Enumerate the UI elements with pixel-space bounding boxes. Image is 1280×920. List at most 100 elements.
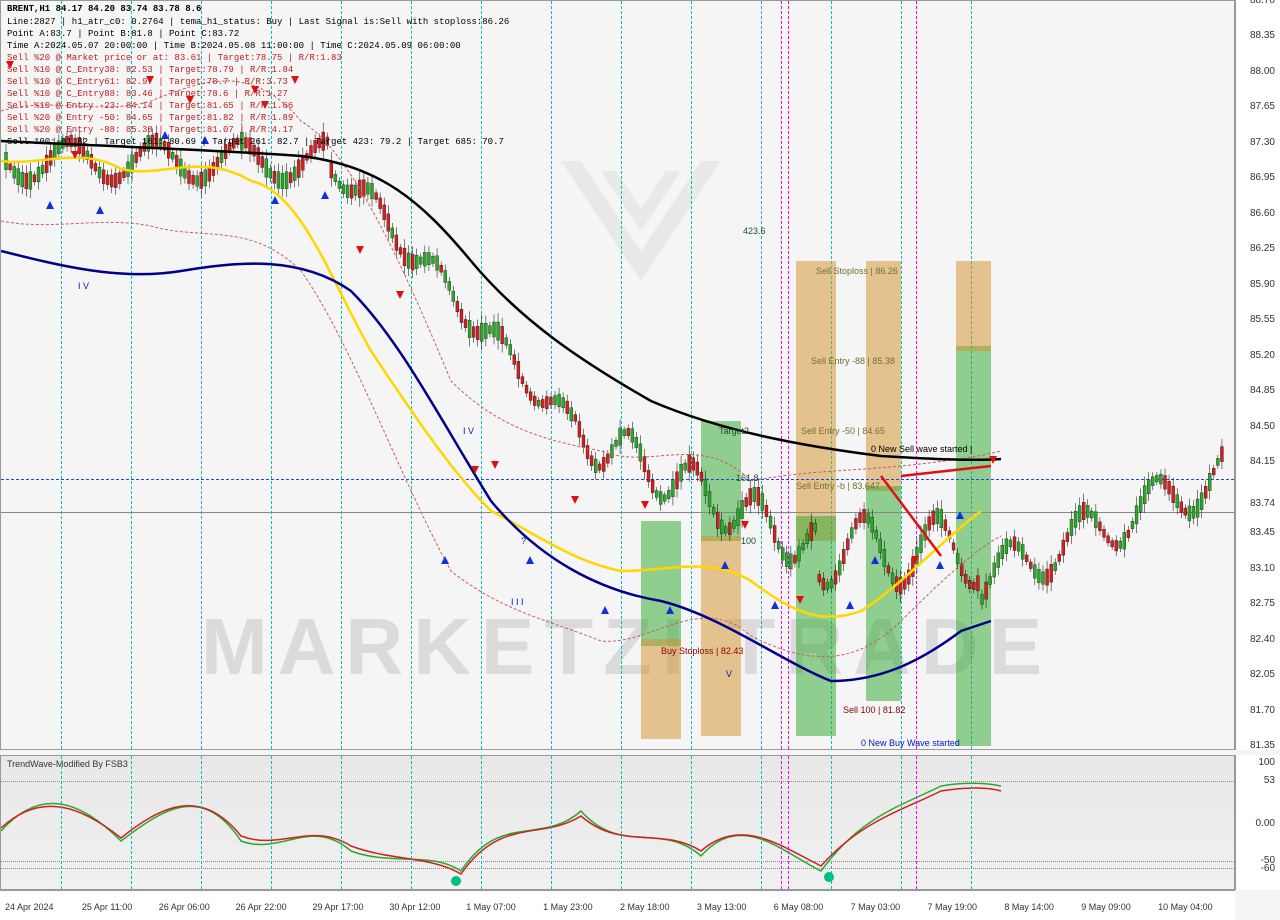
arrow-up-icon	[846, 601, 854, 609]
y-tick-sub: -60	[1261, 863, 1275, 874]
vline-cyan	[551, 756, 552, 889]
chart-annotation: I V	[463, 426, 474, 436]
x-tick: 10 May 04:00	[1158, 902, 1213, 912]
arrow-down-icon	[989, 456, 997, 464]
y-tick: 87.65	[1250, 101, 1275, 112]
arrow-down-icon	[291, 76, 299, 84]
chart-annotation: I V	[78, 281, 89, 291]
y-tick: 85.90	[1250, 279, 1275, 290]
vline-cyan	[411, 756, 412, 889]
arrow-down-icon	[911, 556, 919, 564]
y-tick: 88.35	[1250, 30, 1275, 41]
last-price-line	[1, 512, 1234, 513]
vline-cyan	[901, 1, 902, 749]
zone-rect-green	[641, 521, 681, 646]
vline-cyan	[201, 756, 202, 889]
x-tick: 2 May 18:00	[620, 902, 670, 912]
oscillator-chart[interactable]: TrendWave-Modified By FSB3	[0, 755, 1235, 890]
header-line: Sell %20 @ Entry -50: 84.65 | Target:81.…	[7, 113, 293, 123]
arrow-up-icon	[271, 196, 279, 204]
y-tick: 83.74	[1250, 498, 1275, 509]
header-line: Line:2827 | h1_atr_c0: 0.2764 | tema_h1_…	[7, 17, 509, 27]
vline-cyan	[691, 1, 692, 749]
y-axis-sub: 100530.00-50-60	[1235, 755, 1280, 890]
osc-line-m50	[1, 861, 1234, 862]
arrow-up-icon	[96, 206, 104, 214]
arrow-up-icon	[871, 556, 879, 564]
arrow-down-icon	[796, 596, 804, 604]
current-price-line	[1, 479, 1234, 480]
symbol-header: BRENT,H1 84.17 84.20 83.74 83.78 8.6	[7, 4, 201, 14]
x-tick: 26 Apr 06:00	[159, 902, 210, 912]
y-tick: 84.15	[1250, 456, 1275, 467]
y-tick-sub: 0.00	[1256, 818, 1275, 829]
arrow-down-icon	[356, 246, 364, 254]
vline-magenta	[788, 1, 789, 749]
vline-cyan	[831, 756, 832, 889]
x-tick: 30 Apr 12:00	[389, 902, 440, 912]
x-tick: 8 May 14:00	[1004, 902, 1054, 912]
y-tick: 86.60	[1250, 208, 1275, 219]
vline-cyan	[411, 1, 412, 749]
y-tick: 86.25	[1250, 243, 1275, 254]
chart-annotation: 161.8	[736, 473, 759, 483]
oscillator-svg	[1, 756, 1231, 891]
chart-annotation: 423.6	[743, 226, 766, 236]
y-tick-sub: 100	[1258, 757, 1275, 768]
y-tick: 82.40	[1250, 634, 1275, 645]
oscillator-dot	[824, 872, 834, 882]
arrow-up-icon	[956, 511, 964, 519]
chart-annotation: Sell Stoploss | 86.26	[816, 266, 898, 276]
vline-cyan	[61, 756, 62, 889]
x-tick: 26 Apr 22:00	[236, 902, 287, 912]
vline-cyan	[901, 756, 902, 889]
chart-annotation: Sell Entry -b | 83.647	[796, 481, 880, 491]
zone-rect-green	[701, 421, 741, 541]
vline-cyan	[551, 1, 552, 749]
y-tick: 82.75	[1250, 598, 1275, 609]
vline-cyan	[761, 756, 762, 889]
main-price-chart[interactable]: MARKETZI TRADE 84.07 83.74	[0, 0, 1235, 750]
chart-annotation: Sell Entry -50 | 84.65	[801, 426, 885, 436]
header-line: Sell %10 @ Entry -23: 84.14 | Target:81.…	[7, 101, 293, 111]
x-tick: 9 May 09:00	[1081, 902, 1131, 912]
arrow-up-icon	[666, 606, 674, 614]
zone-rect-green	[866, 486, 901, 701]
x-tick: 3 May 13:00	[697, 902, 747, 912]
vline-cyan	[481, 756, 482, 889]
arrow-up-icon	[601, 606, 609, 614]
vline-magenta	[781, 1, 782, 749]
header-line: Sell %20 @ Entry -88: 85.38 | Target:81.…	[7, 125, 293, 135]
vline-magenta	[781, 756, 782, 889]
arrow-down-icon	[571, 496, 579, 504]
header-line: Sell %10 @ C_Entry61: 82.97 | Target:78.…	[7, 77, 288, 87]
zone-rect-green	[956, 346, 991, 746]
arrow-up-icon	[526, 556, 534, 564]
y-tick: 82.05	[1250, 669, 1275, 680]
chart-annotation: Target2	[719, 426, 749, 436]
vline-cyan	[621, 1, 622, 749]
arrow-down-icon	[641, 501, 649, 509]
y-tick: 81.70	[1250, 705, 1275, 716]
vline-cyan	[271, 756, 272, 889]
chart-annotation: ?	[521, 536, 526, 546]
vline-cyan	[341, 756, 342, 889]
vline-cyan	[621, 756, 622, 889]
y-tick: 85.55	[1250, 314, 1275, 325]
watermark-text: MARKETZI TRADE	[201, 601, 1052, 693]
y-tick: 83.45	[1250, 527, 1275, 538]
zone-rect-green	[796, 516, 836, 736]
zone-rect-orange	[956, 261, 991, 351]
y-tick: 81.35	[1250, 740, 1275, 751]
chart-annotation: I I I	[511, 597, 524, 607]
vline-cyan	[131, 756, 132, 889]
oscillator-dot	[451, 876, 461, 886]
y-tick: 84.50	[1250, 421, 1275, 432]
header-line: Sell %10 @ C_Entry38: 82.53 | Target:78.…	[7, 65, 293, 75]
chart-annotation: 0 New Sell wave started |	[871, 444, 972, 454]
header-line: Time A:2024.05.07 20:00:00 | Time B:2024…	[7, 41, 461, 51]
vline-cyan	[971, 756, 972, 889]
zone-rect-orange	[866, 261, 901, 491]
x-tick: 1 May 07:00	[466, 902, 516, 912]
vline-cyan	[341, 1, 342, 749]
